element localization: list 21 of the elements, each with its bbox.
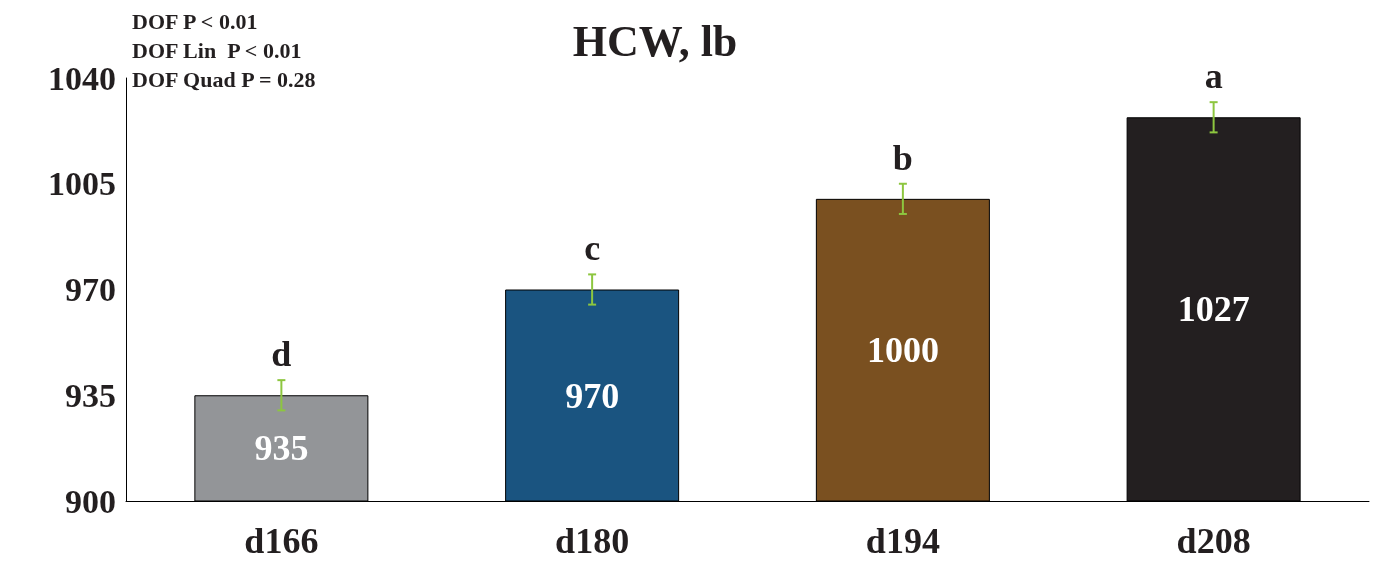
annotation: a	[1204, 56, 1223, 97]
annotation: b	[892, 137, 913, 178]
y-tick-label: 935	[65, 376, 116, 414]
y-tick-label: 1005	[48, 165, 116, 203]
y-tick-label: 900	[65, 482, 116, 520]
x-tick-label: d208	[1176, 521, 1251, 561]
x-tick-label: d180	[555, 521, 630, 561]
data-label: 1000	[866, 330, 939, 371]
data-label: 1027	[1177, 289, 1250, 330]
y-tick-label: 970	[65, 271, 116, 308]
x-tick-label: d194	[865, 521, 940, 561]
annotation: DOF Quad P = 0.28	[132, 66, 316, 92]
text: DOF P < 0.01	[132, 8, 258, 34]
annotation: d	[271, 334, 292, 375]
text: DOF Lin P < 0.01	[132, 37, 302, 63]
y-tick-label: 1040	[48, 59, 116, 97]
data-label: 970	[565, 375, 620, 416]
annotation: c	[584, 228, 601, 269]
chart-title: HCW, lb	[572, 16, 738, 66]
x-tick-label: d166	[244, 521, 319, 561]
data-label: 935	[254, 428, 309, 469]
